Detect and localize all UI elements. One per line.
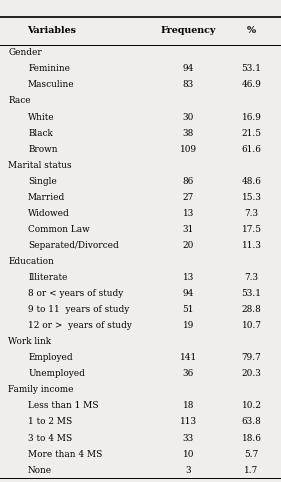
Text: 63.8: 63.8 — [242, 417, 261, 427]
Text: 141: 141 — [180, 353, 197, 362]
Text: 3 to 4 MS: 3 to 4 MS — [28, 433, 72, 442]
Text: 1 to 2 MS: 1 to 2 MS — [28, 417, 72, 427]
Text: Brown: Brown — [28, 145, 58, 154]
Text: 10.2: 10.2 — [241, 402, 262, 411]
Text: 38: 38 — [183, 129, 194, 137]
Text: 11.3: 11.3 — [241, 241, 262, 250]
Text: Masculine: Masculine — [28, 80, 75, 90]
Text: 10.7: 10.7 — [241, 321, 262, 330]
Text: Marital status: Marital status — [8, 161, 72, 170]
Text: 17.5: 17.5 — [241, 225, 262, 234]
Text: None: None — [28, 466, 52, 475]
Text: 21.5: 21.5 — [241, 129, 262, 137]
Text: Family income: Family income — [8, 386, 74, 394]
Text: 94: 94 — [183, 289, 194, 298]
Text: 94: 94 — [183, 65, 194, 73]
Text: Widowed: Widowed — [28, 209, 70, 218]
Text: 33: 33 — [183, 433, 194, 442]
Text: 13: 13 — [183, 209, 194, 218]
Text: Work link: Work link — [8, 337, 51, 346]
Text: 51: 51 — [183, 305, 194, 314]
Text: 83: 83 — [183, 80, 194, 90]
Text: Separated/Divorced: Separated/Divorced — [28, 241, 119, 250]
Text: Feminine: Feminine — [28, 65, 70, 73]
Text: 15.3: 15.3 — [241, 193, 262, 202]
Text: 53.1: 53.1 — [241, 65, 262, 73]
Text: 109: 109 — [180, 145, 197, 154]
Text: Married: Married — [28, 193, 65, 202]
Text: Frequency: Frequency — [160, 27, 216, 35]
Text: %: % — [247, 27, 256, 35]
Text: Common Law: Common Law — [28, 225, 90, 234]
Text: Education: Education — [8, 257, 54, 266]
Text: 19: 19 — [183, 321, 194, 330]
Text: 12 or >  years of study: 12 or > years of study — [28, 321, 132, 330]
Text: Employed: Employed — [28, 353, 73, 362]
Text: 9 to 11  years of study: 9 to 11 years of study — [28, 305, 129, 314]
Text: Illiterate: Illiterate — [28, 273, 67, 282]
Text: Race: Race — [8, 96, 31, 106]
Text: Unemployed: Unemployed — [28, 369, 85, 378]
Text: 20.3: 20.3 — [242, 369, 261, 378]
Text: 86: 86 — [183, 177, 194, 186]
Text: Black: Black — [28, 129, 53, 137]
Text: 53.1: 53.1 — [241, 289, 262, 298]
Text: Less than 1 MS: Less than 1 MS — [28, 402, 99, 411]
Text: 10: 10 — [183, 450, 194, 458]
Text: 16.9: 16.9 — [242, 112, 261, 121]
Text: 27: 27 — [183, 193, 194, 202]
Text: 79.7: 79.7 — [242, 353, 261, 362]
Text: 61.6: 61.6 — [242, 145, 261, 154]
Text: 48.6: 48.6 — [242, 177, 261, 186]
Text: 8 or < years of study: 8 or < years of study — [28, 289, 123, 298]
Text: Single: Single — [28, 177, 57, 186]
Text: More than 4 MS: More than 4 MS — [28, 450, 103, 458]
Text: 113: 113 — [180, 417, 197, 427]
Text: Gender: Gender — [8, 48, 42, 57]
Text: 7.3: 7.3 — [244, 209, 259, 218]
Text: White: White — [28, 112, 55, 121]
Text: 18: 18 — [183, 402, 194, 411]
Text: Variables: Variables — [28, 27, 76, 35]
Text: 13: 13 — [183, 273, 194, 282]
Text: 31: 31 — [183, 225, 194, 234]
Text: 7.3: 7.3 — [244, 273, 259, 282]
Text: 30: 30 — [183, 112, 194, 121]
Text: 36: 36 — [183, 369, 194, 378]
Text: 46.9: 46.9 — [242, 80, 261, 90]
Text: 18.6: 18.6 — [242, 433, 261, 442]
Text: 5.7: 5.7 — [244, 450, 259, 458]
Text: 28.8: 28.8 — [242, 305, 261, 314]
Text: 1.7: 1.7 — [244, 466, 259, 475]
Text: 20: 20 — [183, 241, 194, 250]
Text: 3: 3 — [185, 466, 191, 475]
